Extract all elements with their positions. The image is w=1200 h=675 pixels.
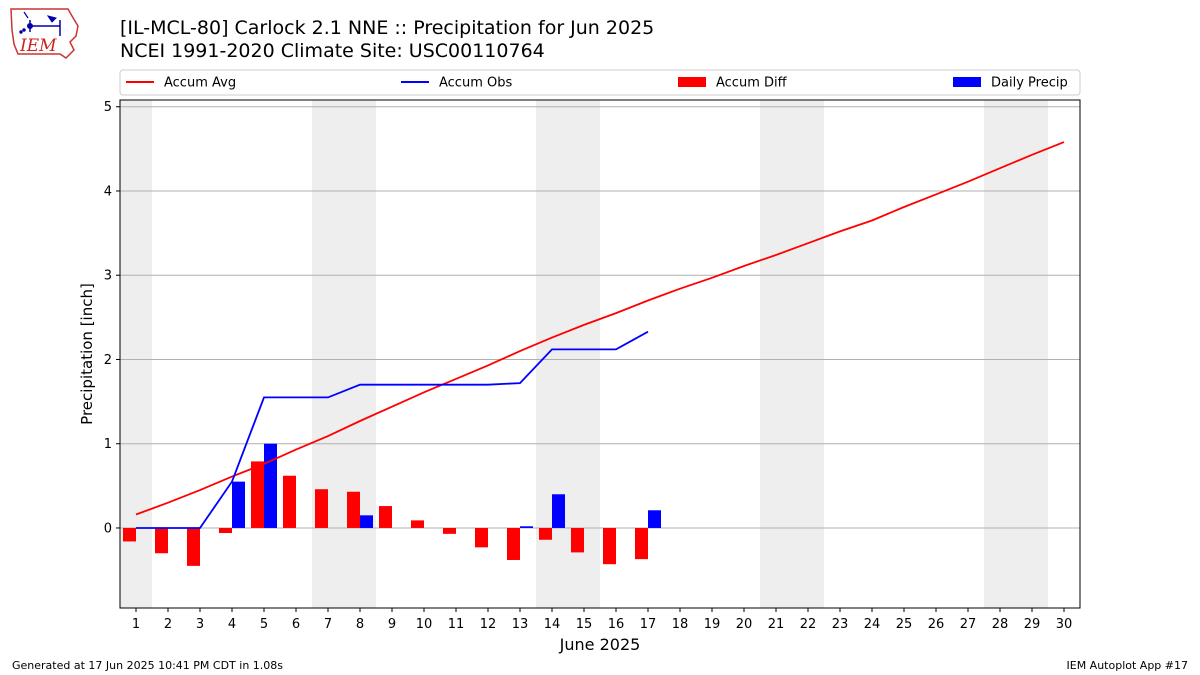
- x-tick-label: 1: [132, 617, 140, 632]
- accum-diff-bar: [219, 527, 232, 534]
- x-tick-label: 6: [292, 617, 300, 632]
- x-tick-label: 4: [228, 617, 236, 632]
- x-tick-label: 10: [416, 617, 433, 632]
- weekend-shade-band: [536, 100, 568, 608]
- accum-diff-bar: [155, 527, 168, 554]
- plot-frame: [119, 99, 1081, 609]
- x-tick-label: 8: [356, 617, 364, 632]
- legend-box: [119, 69, 1081, 96]
- legend-label: Accum Avg: [164, 76, 236, 91]
- x-tick-label: 12: [480, 617, 497, 632]
- daily-precip-bar: [232, 481, 245, 528]
- y-tick-label: 1: [104, 437, 112, 452]
- accum-diff-bar: [603, 527, 616, 565]
- x-tick-label: 23: [832, 617, 849, 632]
- chart-title: [IL-MCL-80] Carlock 2.1 NNE :: Precipita…: [120, 17, 655, 39]
- weekend-shade-band: [984, 100, 1016, 608]
- x-tick-label: 28: [992, 617, 1009, 632]
- x-tick-label: 26: [928, 617, 945, 632]
- weekend-shade-band: [312, 100, 344, 608]
- y-tick-label: 2: [104, 353, 112, 368]
- daily-precip-bar: [552, 494, 565, 528]
- weekend-shade-band: [792, 100, 824, 608]
- x-tick-label: 22: [800, 617, 817, 632]
- x-tick-label: 13: [512, 617, 529, 632]
- daily-precip-bar: [520, 526, 533, 528]
- y-axis-label: Precipitation [inch]: [78, 283, 96, 425]
- accum-diff-bar: [123, 527, 136, 542]
- x-tick-label: 19: [704, 617, 721, 632]
- x-tick-label: 24: [864, 617, 881, 632]
- accum-diff-bar: [635, 527, 648, 560]
- accum-diff-bar: [443, 527, 456, 534]
- daily-precip-bar: [360, 515, 373, 528]
- accum-diff-bar: [187, 527, 200, 566]
- accum-diff-bar: [507, 527, 520, 560]
- iowa-state-outline: [10, 8, 79, 59]
- legend-bar-swatch: [953, 77, 981, 87]
- daily-precip-bar: [648, 510, 661, 528]
- accum-diff-bar: [251, 461, 264, 528]
- accum-diff-bar: [539, 527, 552, 540]
- x-tick-label: 30: [1056, 617, 1073, 632]
- weather-station-icon: [19, 11, 61, 36]
- y-tick-label: 3: [104, 269, 112, 284]
- chart-subtitle: NCEI 1991-2020 Climate Site: USC00110764: [120, 40, 545, 62]
- y-tick-label: 5: [104, 100, 112, 115]
- daily-precip-bar: [264, 443, 277, 528]
- x-tick-label: 7: [324, 617, 332, 632]
- accum-diff-bar: [283, 475, 296, 528]
- x-tick-label: 2: [164, 617, 172, 632]
- accum-diff-bar: [475, 527, 488, 548]
- x-tick-label: 9: [388, 617, 396, 632]
- x-axis-label: June 2025: [559, 635, 641, 654]
- legend-label: Accum Obs: [439, 76, 512, 91]
- accum-diff-bar: [347, 491, 360, 528]
- weekend-shade-band: [568, 100, 600, 608]
- x-tick-label: 25: [896, 617, 913, 632]
- legend-label: Accum Diff: [716, 76, 788, 91]
- legend-label: Daily Precip: [991, 76, 1068, 91]
- accum-diff-bar: [411, 520, 424, 528]
- accum-obs-line: [136, 330, 649, 529]
- x-tick-label: 15: [576, 617, 593, 632]
- x-tick-label: 18: [672, 617, 689, 632]
- x-tick-label: 14: [544, 617, 561, 632]
- x-tick-label: 16: [608, 617, 625, 632]
- accum-diff-bar: [379, 506, 392, 528]
- weekend-shade-band: [344, 100, 376, 608]
- generated-timestamp: Generated at 17 Jun 2025 10:41 PM CDT in…: [12, 659, 284, 672]
- accum-diff-bar: [315, 489, 328, 528]
- x-tick-label: 20: [736, 617, 753, 632]
- app-label: IEM Autoplot App #17: [1066, 659, 1189, 672]
- accum-avg-line: [135, 141, 1065, 516]
- logo-text: IEM: [19, 36, 57, 56]
- iem-logo: IEM: [10, 8, 79, 59]
- x-tick-label: 21: [768, 617, 785, 632]
- legend-bar-swatch: [678, 77, 706, 87]
- y-tick-label: 4: [104, 184, 112, 199]
- x-tick-label: 11: [448, 617, 465, 632]
- accum-diff-bar: [571, 527, 584, 553]
- weekend-shade-band: [1016, 100, 1048, 608]
- x-tick-label: 17: [640, 617, 657, 632]
- x-tick-label: 27: [960, 617, 977, 632]
- weekend-shade-band: [120, 100, 152, 608]
- weekend-shade-band: [760, 100, 792, 608]
- y-tick-label: 0: [104, 521, 112, 536]
- x-tick-label: 5: [260, 617, 268, 632]
- x-tick-label: 3: [196, 617, 204, 632]
- x-tick-label: 29: [1024, 617, 1041, 632]
